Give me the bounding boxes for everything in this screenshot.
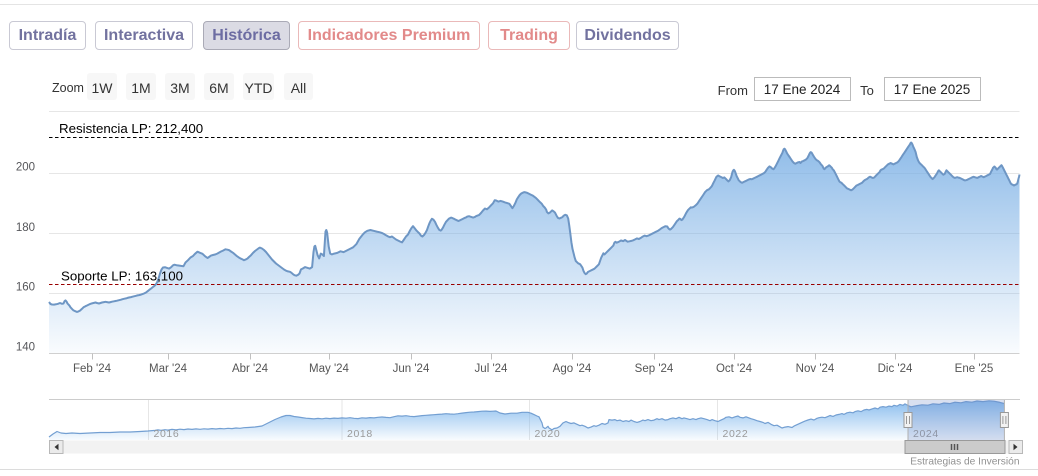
svg-text:2024: 2024 <box>913 428 939 440</box>
svg-text:140: 140 <box>16 342 35 354</box>
svg-text:Dic '24: Dic '24 <box>878 363 913 375</box>
svg-text:Feb '24: Feb '24 <box>73 363 112 375</box>
svg-text:200: 200 <box>16 162 35 174</box>
svg-text:160: 160 <box>16 282 35 294</box>
svg-text:Ene '25: Ene '25 <box>955 363 994 375</box>
svg-text:Mar '24: Mar '24 <box>149 363 188 375</box>
svg-text:Nov '24: Nov '24 <box>796 363 835 375</box>
svg-text:May '24: May '24 <box>309 363 350 375</box>
svg-text:Sep '24: Sep '24 <box>635 363 674 375</box>
svg-text:2018: 2018 <box>347 428 373 440</box>
svg-text:Ago '24: Ago '24 <box>553 363 592 375</box>
svg-text:Soporte LP: 163,100: Soporte LP: 163,100 <box>61 269 183 284</box>
svg-text:Resistencia LP: 212,400: Resistencia LP: 212,400 <box>59 121 203 136</box>
svg-text:Jun '24: Jun '24 <box>393 363 430 375</box>
svg-text:2020: 2020 <box>535 428 561 440</box>
svg-text:Jul '24: Jul '24 <box>475 363 508 375</box>
svg-text:2016: 2016 <box>154 428 180 440</box>
svg-text:Abr '24: Abr '24 <box>232 363 269 375</box>
svg-text:Oct '24: Oct '24 <box>716 363 753 375</box>
svg-text:2022: 2022 <box>723 428 749 440</box>
svg-text:Estrategias de Inversión: Estrategias de Inversión <box>910 457 1019 468</box>
svg-text:180: 180 <box>16 222 35 234</box>
